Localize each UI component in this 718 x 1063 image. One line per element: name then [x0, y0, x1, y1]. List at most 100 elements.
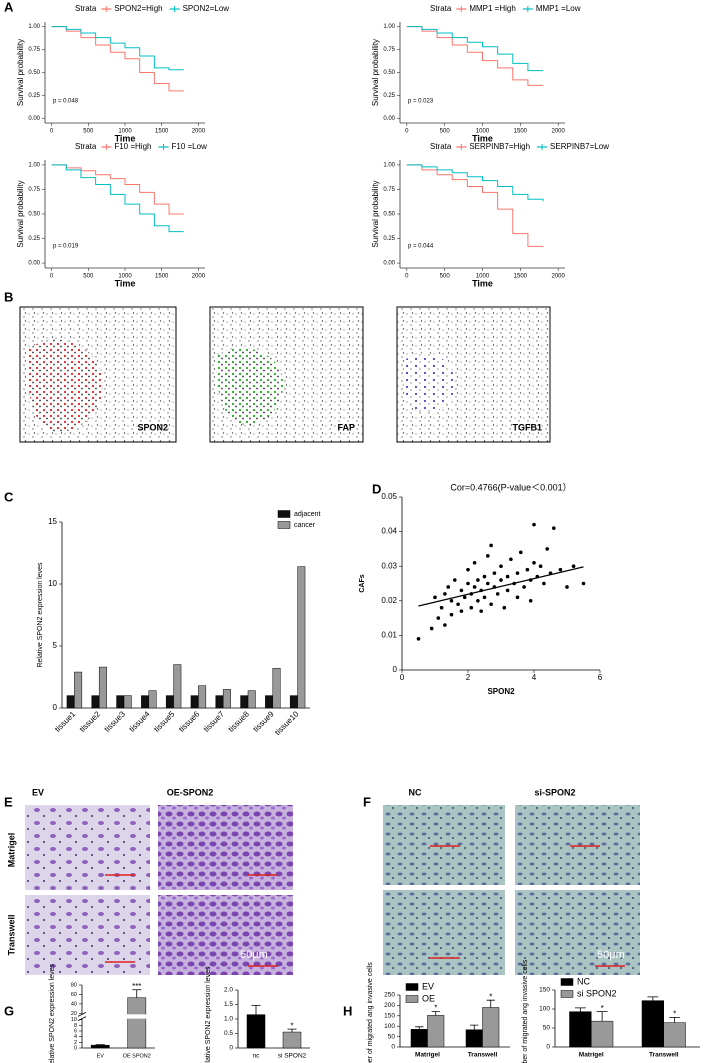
x-tick-label: 500 [83, 274, 94, 280]
y-axis-label: Relative SPON2 expression leves [205, 966, 212, 1063]
p-value: p = 0.019 [53, 244, 79, 250]
point [515, 595, 520, 600]
error-bar [95, 1044, 105, 1046]
bar [98, 666, 107, 709]
point [453, 578, 457, 582]
y-tick-label: 0.00 [383, 116, 395, 122]
bar [427, 1015, 445, 1048]
bar [90, 1044, 110, 1049]
point [528, 599, 533, 603]
bar [240, 695, 249, 709]
significance: *** [132, 982, 141, 991]
y-tick-label: 10 [48, 579, 57, 588]
error-bar [647, 996, 659, 1001]
y-tick-label: 0.75 [383, 47, 395, 53]
y-axis-label: number of migrated ang invasive cells [522, 959, 529, 1063]
y-tick-label: 0 [391, 1044, 395, 1051]
point [489, 602, 493, 607]
x-tick-label: tissue7 [202, 709, 227, 734]
y-axis-label: Survival probability [371, 180, 380, 247]
point [509, 557, 513, 562]
y-tick-label: 80 [71, 982, 77, 988]
bar [265, 695, 274, 709]
bar [66, 695, 75, 709]
x-tick-label: tissue10 [273, 709, 301, 737]
axis-break [78, 1014, 155, 1019]
point [552, 526, 556, 530]
y-tick-label: 0 [74, 1045, 77, 1051]
y-tick-label: 100 [384, 1023, 395, 1030]
legend-label: SERPINB7=Low [550, 142, 609, 151]
error-bar [596, 1011, 608, 1022]
x-axis-label: Time [472, 278, 493, 288]
bar [141, 695, 150, 709]
y-tick-label: 1.00 [28, 24, 40, 30]
bar [127, 997, 147, 1049]
point [446, 585, 451, 589]
bar [641, 1000, 664, 1048]
point [515, 571, 520, 575]
point [443, 592, 447, 596]
point [462, 595, 467, 600]
bar [289, 695, 298, 709]
legend-label: SPON2=High [114, 4, 162, 13]
bar [91, 695, 100, 709]
p-value: p = 0.044 [408, 244, 434, 250]
point [486, 581, 490, 586]
micrograph [515, 890, 640, 975]
y-tick-label: 0.00 [28, 261, 40, 267]
x-tick-label: Matrigel [415, 1052, 440, 1059]
bar [198, 685, 207, 709]
point [502, 605, 507, 610]
x-tick-label: Transwell [468, 1052, 498, 1059]
x-tick-label: 2000 [192, 129, 206, 135]
micrograph [25, 895, 150, 975]
p-value: p = 0.023 [408, 99, 434, 105]
legend-swatch [277, 510, 291, 518]
legend-swatch [560, 990, 574, 998]
y-tick-label: 1.00 [383, 162, 395, 168]
legend-title: Strata [430, 4, 452, 13]
tsne-cluster [217, 347, 284, 425]
y-tick-label: 0.25 [383, 236, 395, 242]
micrograph [383, 890, 505, 975]
x-tick-label: tissue4 [127, 709, 152, 734]
y-axis-label: number of migrated ang invasive cells [367, 962, 374, 1063]
survival-curve [406, 26, 544, 72]
legend-label: EV [422, 981, 434, 991]
micrograph [158, 805, 293, 890]
x-axis-label: SPON2 [487, 687, 515, 696]
legend-title: Strata [75, 4, 97, 13]
y-tick-label: 0.50 [383, 212, 395, 218]
legend-swatch [405, 995, 419, 1003]
x-tick-label: nc [253, 1053, 261, 1060]
y-tick-label: 1.0 [224, 1016, 233, 1023]
survival-curve [51, 26, 184, 92]
bar [569, 1011, 592, 1048]
legend-label: SERPINB7=High [469, 142, 530, 151]
point [499, 564, 503, 568]
panel-label: G [4, 1003, 14, 1018]
column-label: NC [409, 787, 422, 797]
panel-label: B [4, 289, 13, 304]
point [522, 585, 526, 589]
y-tick-label: 150 [539, 987, 550, 994]
significance: * [290, 1021, 293, 1030]
x-tick-label: 2000 [552, 129, 566, 135]
y-tick-label: 10 [71, 1017, 77, 1023]
legend-label: NC [577, 976, 590, 986]
y-tick-label: 4 [74, 1034, 77, 1040]
x-tick-label: 1500 [155, 274, 169, 280]
x-tick-label: 0 [50, 129, 54, 135]
point [429, 626, 434, 631]
tsne-cluster [403, 352, 456, 413]
point [565, 585, 569, 589]
point [459, 609, 464, 613]
bar [482, 1007, 500, 1048]
point [532, 560, 536, 565]
bar [272, 668, 281, 709]
y-tick-label: 0.75 [28, 47, 40, 53]
point [505, 588, 510, 593]
y-tick-label: 0 [229, 1045, 233, 1052]
x-tick-label: Transwell [649, 1052, 679, 1059]
